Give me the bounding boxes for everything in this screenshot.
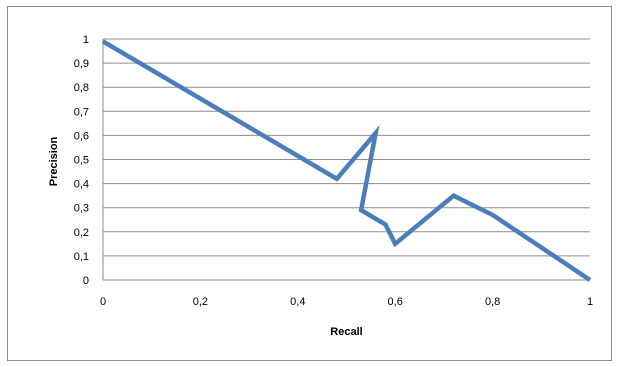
x-tick-label: 0,2 <box>193 296 208 308</box>
x-tick-label: 0,8 <box>485 296 500 308</box>
x-tick-label: 0,6 <box>388 296 403 308</box>
y-tick-label: 0,8 <box>74 82 89 94</box>
x-tick-label: 0 <box>100 296 106 308</box>
y-tick-label: 0,5 <box>74 155 89 167</box>
x-axis-title: Recall <box>330 326 362 338</box>
y-tick-label: 0,6 <box>74 130 89 142</box>
y-tick-label: 0,7 <box>74 106 89 118</box>
series-line-0 <box>101 39 592 282</box>
y-tick-labels: 0 0,1 0,2 0,3 0,4 0,5 0,6 0,7 0,8 0,9 1 <box>74 34 89 287</box>
series-layer <box>101 39 592 282</box>
y-tick-label: 0,3 <box>74 203 89 215</box>
y-tick-label: 0,9 <box>74 58 89 70</box>
y-tick-label: 1 <box>83 34 89 46</box>
x-tick-label: 0,4 <box>290 296 305 308</box>
y-tick-label: 0,4 <box>74 179 89 191</box>
gridlines <box>102 38 590 281</box>
y-tick-label: 0 <box>83 275 89 287</box>
y-tick-label: 0,2 <box>74 227 89 239</box>
x-tick-label: 1 <box>587 296 593 308</box>
y-tick-label: 0,1 <box>74 251 89 263</box>
y-axis-title: Precision <box>48 136 60 186</box>
x-tick-labels: 0 0,2 0,4 0,6 0,8 1 <box>100 296 593 308</box>
